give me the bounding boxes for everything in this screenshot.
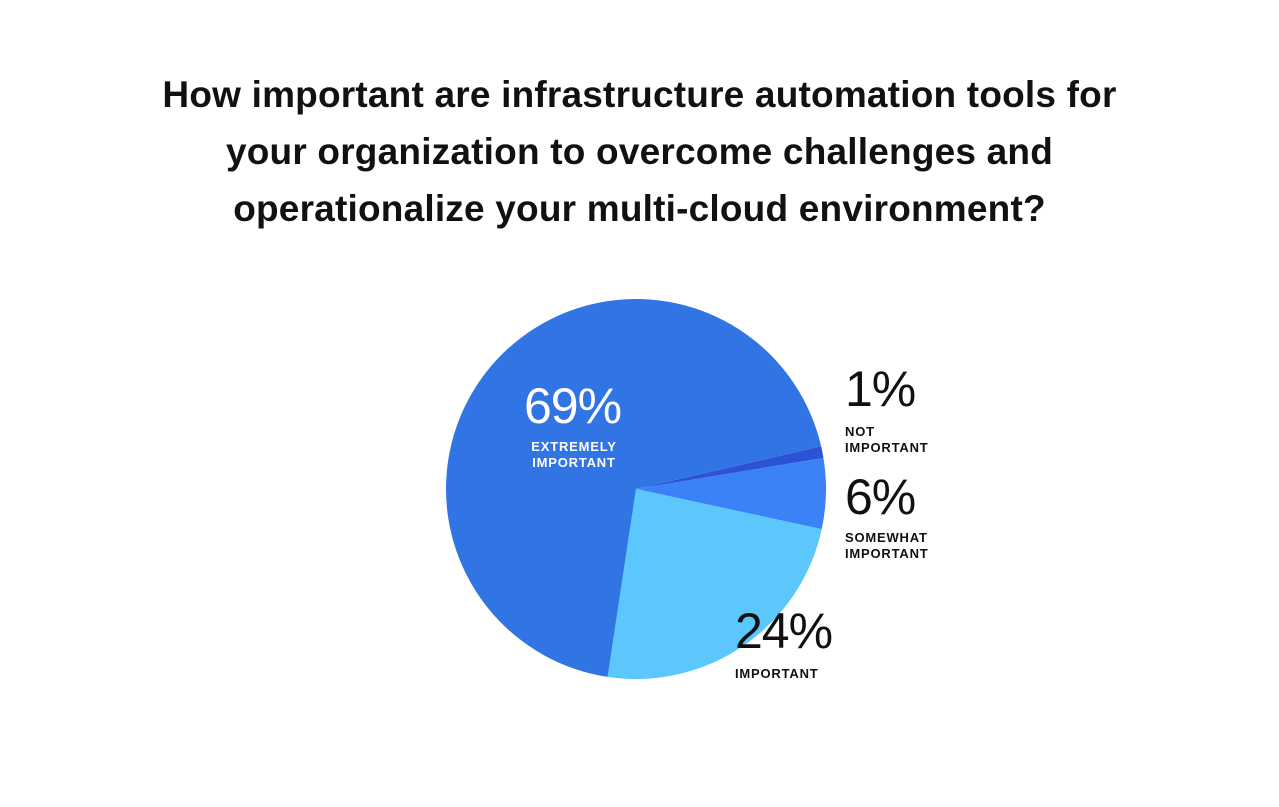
label-extremely-important-pct: 69%: [524, 378, 622, 434]
label-not-important-pct: 1%: [845, 361, 916, 417]
pie-slice-not-important: [636, 446, 824, 489]
label-not-important-line-1: NOT: [845, 424, 875, 439]
label-important-name: IMPORTANT: [735, 666, 832, 682]
chart-title: How important are infrastructure automat…: [0, 66, 1279, 237]
label-not-important-line-2: IMPORTANT: [845, 440, 929, 455]
label-important-pct: 24%: [735, 603, 833, 659]
label-not-important-name: NOT IMPORTANT: [845, 424, 929, 456]
label-not-important: 1% NOT IMPORTANT: [845, 364, 929, 456]
chart-title-line-3: operationalize your multi-cloud environm…: [233, 188, 1046, 229]
label-somewhat-important-name: SOMEWHAT IMPORTANT: [845, 530, 929, 562]
label-somewhat-important-line-1: SOMEWHAT: [845, 530, 928, 545]
label-important-line-1: IMPORTANT: [735, 666, 819, 681]
pie-slice-somewhat-important: [636, 457, 827, 530]
label-somewhat-important: 6% SOMEWHAT IMPORTANT: [845, 472, 929, 562]
chart-title-line-1: How important are infrastructure automat…: [162, 74, 1117, 115]
pie-slice-extremely-important: [446, 299, 822, 677]
label-extremely-important: 69% EXTREMELY IMPORTANT: [524, 381, 624, 471]
label-somewhat-important-line-2: IMPORTANT: [845, 546, 929, 561]
label-extremely-important-line-2: IMPORTANT: [532, 455, 616, 470]
label-somewhat-important-pct: 6%: [845, 469, 916, 525]
label-extremely-important-name: EXTREMELY IMPORTANT: [524, 439, 624, 471]
label-important: 24% IMPORTANT: [735, 603, 833, 682]
label-extremely-important-line-1: EXTREMELY: [531, 439, 617, 454]
chart-title-line-2: your organization to overcome challenges…: [225, 131, 1054, 172]
pie-slice-important: [607, 489, 822, 679]
